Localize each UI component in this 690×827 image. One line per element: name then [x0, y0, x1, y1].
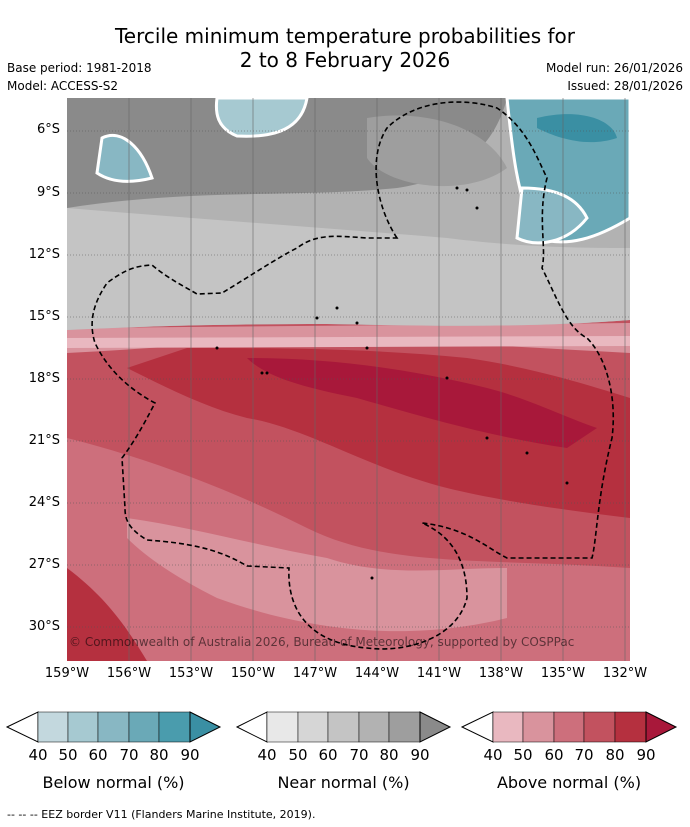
- lat-label: 21°S: [28, 433, 60, 448]
- colorbar-near-lower-tip: [235, 711, 268, 743]
- colorbar-near: [235, 711, 452, 743]
- lon-label: 147°W: [292, 666, 338, 681]
- eez-footnote: -- -- -- EEZ border V11 (Flanders Marine…: [7, 808, 316, 821]
- chart-title: Tercile minimum temperature probabilitie…: [0, 24, 690, 72]
- lon-label: 159°W: [44, 666, 90, 681]
- lon-label: 141°W: [416, 666, 462, 681]
- lat-label: 15°S: [28, 309, 60, 324]
- tick-label: 50: [288, 746, 308, 764]
- lat-label: 30°S: [28, 619, 60, 634]
- lon-label: 135°W: [540, 666, 586, 681]
- colorbar-above-swatch: [492, 711, 524, 743]
- tick-label: 40: [257, 746, 277, 764]
- lat-label: 6°S: [36, 122, 60, 137]
- above-40-band: [67, 336, 630, 348]
- near-80-north: [367, 115, 507, 187]
- colorbar-below-upper-tip: [189, 711, 222, 743]
- tick-label: 70: [119, 746, 139, 764]
- colorbar-above-lower-tip: [460, 711, 494, 743]
- tick-label: 60: [88, 746, 108, 764]
- colorbar-near-swatch: [388, 711, 421, 743]
- title-line-1: Tercile minimum temperature probabilitie…: [114, 24, 576, 48]
- model-run: Model run: 26/01/2026: [545, 61, 683, 75]
- island-dots: [215, 186, 569, 580]
- lat-label: 24°S: [28, 495, 60, 510]
- tick-label: 80: [379, 746, 399, 764]
- title-line-2: 2 to 8 February 2026: [239, 48, 451, 72]
- lon-label: 144°W: [354, 666, 400, 681]
- tick-label: 90: [636, 746, 656, 764]
- lon-label: 132°W: [602, 666, 648, 681]
- colorbar-below-swatch: [158, 711, 191, 743]
- tick-label: 60: [544, 746, 564, 764]
- above-90-core: [247, 358, 597, 448]
- lon-label: 156°W: [106, 666, 152, 681]
- tick-label: 90: [410, 746, 430, 764]
- lon-label: 153°W: [168, 666, 214, 681]
- tick-label: 70: [349, 746, 369, 764]
- colorbar-near-swatch: [297, 711, 329, 743]
- colorbar-above-upper-tip: [645, 711, 678, 743]
- meta-left: Base period: 1981-2018 Model: ACCESS-S2: [7, 59, 152, 95]
- tick-label: 90: [180, 746, 200, 764]
- tick-label: 40: [28, 746, 48, 764]
- lat-label: 9°S: [36, 185, 60, 200]
- tick-label: 80: [149, 746, 169, 764]
- lat-label: 18°S: [28, 371, 60, 386]
- tick-label: 60: [318, 746, 338, 764]
- below-90-northeast: [537, 114, 617, 143]
- near-60-band: [67, 208, 630, 330]
- eez-borders: [91, 101, 615, 650]
- map-meridians: [128, 98, 626, 661]
- colorbar-above-swatch: [522, 711, 555, 743]
- lon-label: 138°W: [478, 666, 524, 681]
- colorbar-below-lower-tip: [5, 711, 39, 743]
- colorbar-below-swatch: [97, 711, 130, 743]
- colorbar-below-swatch: [67, 711, 99, 743]
- base-period: Base period: 1981-2018: [7, 61, 152, 75]
- model-name: Model: ACCESS-S2: [7, 79, 119, 93]
- colorbar-below-swatch: [37, 711, 69, 743]
- tick-label: 50: [58, 746, 78, 764]
- tick-label: 50: [513, 746, 533, 764]
- below-normal-east: [515, 186, 589, 245]
- colorbar-above-swatch: [553, 711, 585, 743]
- colorbar-below-label: Below normal (%): [42, 773, 185, 792]
- lon-label: 150°W: [230, 666, 276, 681]
- tick-label: 40: [483, 746, 503, 764]
- colorbar-near-swatch: [358, 711, 390, 743]
- colorbar-below-swatch: [128, 711, 160, 743]
- lat-label: 27°S: [28, 557, 60, 572]
- colorbar-near-upper-tip: [419, 711, 452, 743]
- tick-label: 70: [574, 746, 594, 764]
- colorbars: [5, 711, 678, 743]
- tick-label: 80: [605, 746, 625, 764]
- colorbar-above: [460, 711, 678, 743]
- above-80-southwest: [67, 568, 147, 661]
- colorbar-near-swatch: [327, 711, 360, 743]
- probability-map: © Commonwealth of Australia 2026, Bureau…: [67, 98, 630, 661]
- colorbar-above-swatch: [583, 711, 616, 743]
- colorbar-below: [5, 711, 222, 743]
- below-normal-northwest: [95, 133, 154, 183]
- copyright-note: © Commonwealth of Australia 2026, Bureau…: [69, 635, 574, 649]
- colorbar-near-swatch: [266, 711, 299, 743]
- below-normal-north: [214, 98, 309, 138]
- issued-date: Issued: 28/01/2026: [567, 79, 683, 93]
- map-grid: [67, 130, 630, 628]
- meta-right: Model run: 26/01/2026 Issued: 28/01/2026: [546, 59, 683, 95]
- lat-label: 12°S: [28, 247, 60, 262]
- above-50-region: [127, 518, 507, 632]
- colorbar-near-label: Near normal (%): [277, 773, 410, 792]
- colorbar-above-label: Above normal (%): [496, 773, 642, 792]
- colorbar-above-swatch: [614, 711, 647, 743]
